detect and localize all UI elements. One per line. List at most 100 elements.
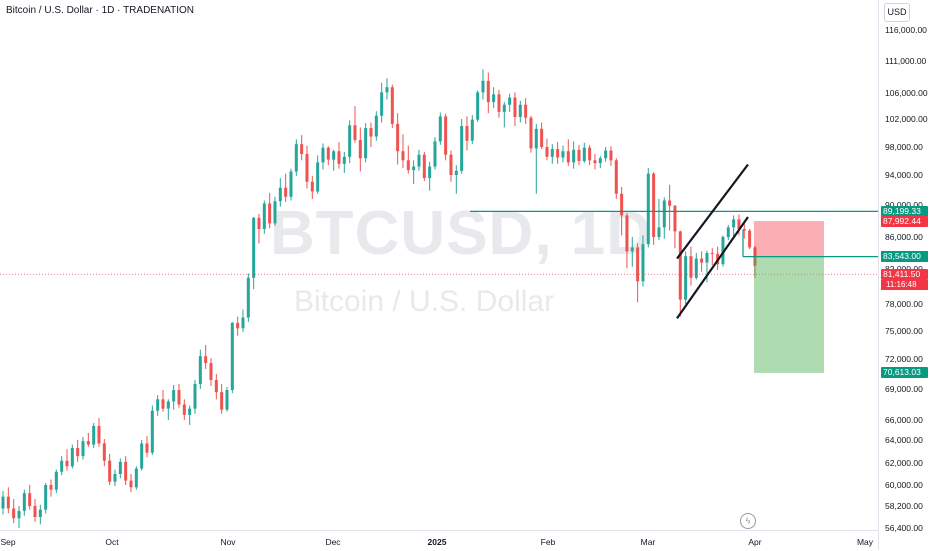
price-axis[interactable]: USD 116,000.00 111,000.00 106,000.00 102,00…: [878, 0, 932, 550]
candle-body: [236, 322, 240, 329]
candle-body: [604, 150, 608, 159]
candle-body: [193, 384, 197, 409]
candle-body: [321, 147, 325, 163]
candle-body: [60, 460, 64, 472]
candle-body: [673, 205, 677, 232]
candle-body: [524, 104, 528, 118]
candle-body: [364, 128, 368, 159]
candle-body: [172, 390, 176, 402]
price-tick-label: 78,000.00: [885, 299, 923, 309]
candle-body: [124, 461, 128, 481]
candle-body: [460, 126, 464, 171]
candle-body: [369, 128, 373, 137]
candle-body: [481, 80, 485, 93]
candle-body: [6, 496, 10, 509]
candle-body: [518, 104, 522, 118]
candle-body: [732, 219, 736, 228]
candle-body: [444, 116, 448, 155]
candle-body: [529, 117, 533, 149]
price-tick-label: 106,000.00: [885, 88, 928, 98]
candle-body: [12, 508, 16, 519]
candle-body: [657, 227, 661, 237]
candle-body: [689, 256, 693, 278]
candle-body: [454, 170, 458, 175]
price-tick-label: 66,000.00: [885, 415, 923, 425]
candle-body: [486, 80, 490, 103]
candle-body: [214, 380, 218, 393]
candle-body: [65, 460, 69, 467]
candle-body: [646, 173, 650, 245]
candle-body: [156, 399, 160, 411]
candle-body: [508, 97, 512, 105]
candle-body: [230, 322, 234, 391]
candle-body: [401, 151, 405, 161]
candle-body: [540, 128, 544, 147]
candle-body: [412, 166, 416, 171]
price-label-badge: 87,992.44: [881, 215, 928, 227]
candle-body: [705, 253, 709, 263]
candle-body: [177, 390, 181, 405]
candle-body: [428, 166, 432, 178]
price-tick-label: 56,400.00: [885, 523, 923, 533]
candle-body: [305, 154, 309, 182]
candle-body: [241, 317, 245, 329]
candle-body: [492, 94, 496, 103]
price-tick-label: 98,000.00: [885, 142, 923, 152]
candle-body: [1, 496, 5, 509]
candle-body: [556, 149, 560, 158]
candle-body: [577, 149, 581, 161]
currency-label[interactable]: USD: [884, 3, 910, 22]
candle-body: [273, 201, 277, 224]
candle-body: [22, 493, 26, 511]
candle-body: [252, 217, 256, 278]
candle-body: [513, 97, 517, 118]
candle-body: [497, 94, 501, 112]
price-tick-label: 64,000.00: [885, 435, 923, 445]
candle-body: [145, 443, 149, 453]
candle-body: [417, 154, 421, 167]
candle-body: [81, 441, 85, 457]
chart-plot-area[interactable]: Bitcoin / U.S. Dollar · 1D · TRADENATION…: [0, 0, 878, 530]
candle-body: [700, 258, 704, 263]
candle-body: [246, 277, 250, 318]
candle-body: [108, 460, 112, 482]
price-tick-label: 94,000.00: [885, 170, 923, 180]
candle-body: [353, 125, 357, 140]
candle-body: [502, 104, 506, 112]
candle-body: [614, 160, 618, 194]
price-label-badge: 89,199.33: [881, 205, 928, 217]
candle-body: [641, 244, 645, 282]
candle-body: [113, 474, 117, 482]
price-tick-label: 116,000.00: [885, 25, 927, 35]
candle-body: [316, 162, 320, 192]
candle-body: [470, 119, 474, 141]
candle-body: [433, 141, 437, 167]
candle-body: [358, 140, 362, 159]
candle-body: [86, 441, 90, 445]
time-axis[interactable]: Sep Oct Nov Dec 2025 Feb Mar Apr May: [0, 530, 878, 551]
candle-body: [49, 485, 53, 490]
time-tick-label: Dec: [325, 537, 341, 547]
candle-body: [438, 116, 442, 142]
time-tick-label: 2025: [427, 537, 447, 547]
candle-body: [465, 126, 469, 141]
time-tick-label: May: [856, 537, 874, 547]
target-zone: [754, 256, 824, 373]
candle-body: [76, 448, 80, 457]
chart-title: Bitcoin / U.S. Dollar · 1D · TRADENATION: [6, 5, 194, 16]
candle-body: [625, 215, 629, 252]
candle-body: [134, 468, 138, 488]
candle-body: [748, 230, 752, 248]
price-label-badge: 81,411.50: [881, 268, 928, 280]
candle-body: [225, 390, 229, 410]
candle-body: [721, 237, 725, 265]
candle-body: [406, 160, 410, 171]
candle-body: [33, 506, 37, 517]
candle-body: [593, 160, 597, 164]
lightning-icon[interactable]: ϟ: [740, 513, 756, 529]
candle-body: [92, 426, 96, 445]
price-tick-label: 58,200.00: [885, 501, 923, 511]
candle-body: [310, 181, 314, 192]
candle-body: [268, 203, 272, 224]
candle-body: [348, 125, 352, 157]
